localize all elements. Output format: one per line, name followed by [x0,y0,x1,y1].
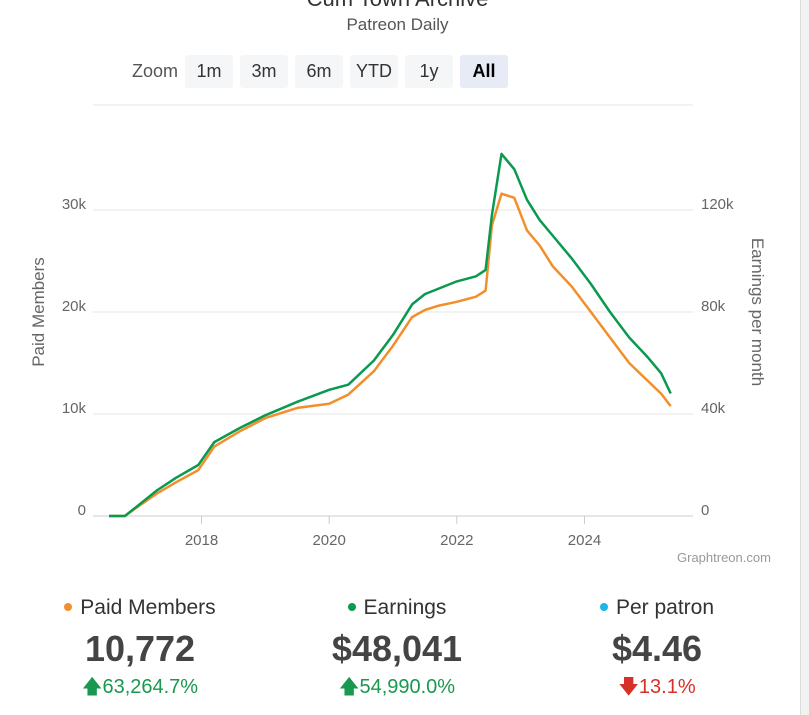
stat-value: $4.46 [611,628,703,669]
arrow-up-icon: 🡅 [338,676,360,698]
grid-lines [93,209,693,517]
arrow-down-icon: 🡇 [618,676,639,698]
zoom-label: Zoom [132,60,179,81]
stat-per-patron: Per patron $4.46 🡇13.1% [557,596,757,706]
chart-title: Cum Town Archive [0,0,795,12]
stat-label: Earnings [363,596,447,619]
zoom-controls: Zoom 1m 3m 6m YTD 1y All [132,54,515,88]
y-left-tick-label: 30k [62,196,87,213]
green-dot-icon [347,603,356,611]
stats-summary: Paid Members 10,772 🡅63,264.7% Earnings … [0,596,795,706]
stat-earnings: Earnings $48,041 🡅54,990.0% [297,596,497,706]
zoom-1y-button[interactable]: 1y [405,54,454,88]
zoom-6m-button[interactable]: 6m [295,54,344,88]
zoom-1m-button[interactable]: 1m [185,54,234,88]
zoom-ytd-button[interactable]: YTD [350,54,399,88]
stat-change: 63,264.7% [102,676,199,698]
zoom-3m-button[interactable]: 3m [240,54,289,88]
x-tick-label: 2020 [312,532,345,549]
y-left-tick-label: 0 [78,502,86,519]
x-tick-label: 2024 [568,532,601,549]
orange-dot-icon [64,603,73,611]
arrow-up-icon: 🡅 [81,676,103,698]
zoom-all-button[interactable]: All [460,54,509,88]
stat-value: 10,772 [84,628,196,669]
y-right-tick-label: 40k [701,400,726,417]
y-right-tick-label: 120k [701,196,734,213]
stat-change: 13.1% [638,676,696,698]
y-left-tick-label: 20k [62,298,87,315]
y-right-tick-label: 80k [701,298,726,315]
credit-link[interactable]: Graphtreon.com [677,550,771,565]
stat-label: Per patron [615,596,715,619]
window-scroll-edge [800,0,809,715]
blue-dot-icon [599,603,608,611]
stat-value: $48,041 [331,628,463,669]
series-lines [109,152,672,518]
stat-paid-members: Paid Members 10,772 🡅63,264.7% [40,596,240,706]
chart-subtitle: Patreon Daily [346,15,449,34]
series-line-earnings [109,152,672,518]
axis-ticks: 0 10k 20k 30k 0 40k 80k 120k 2018 2020 2022 2024 [62,196,734,549]
series-line-paid-members [109,192,672,518]
x-tick-label: 2018 [185,532,218,549]
stat-label: Paid Members [80,596,216,619]
patreon-chart: 0 10k 20k 30k 0 40k 80k 120k 2018 2020 2022 2024 Pa… [29,104,767,549]
y-left-tick-label: 10k [62,400,87,417]
y-axis-left-label: Paid Members [29,257,48,367]
y-right-tick-label: 0 [701,502,709,519]
stat-change: 54,990.0% [359,676,456,698]
y-axis-right-label: Earnings per month [748,238,767,386]
x-tick-label: 2022 [440,532,473,549]
